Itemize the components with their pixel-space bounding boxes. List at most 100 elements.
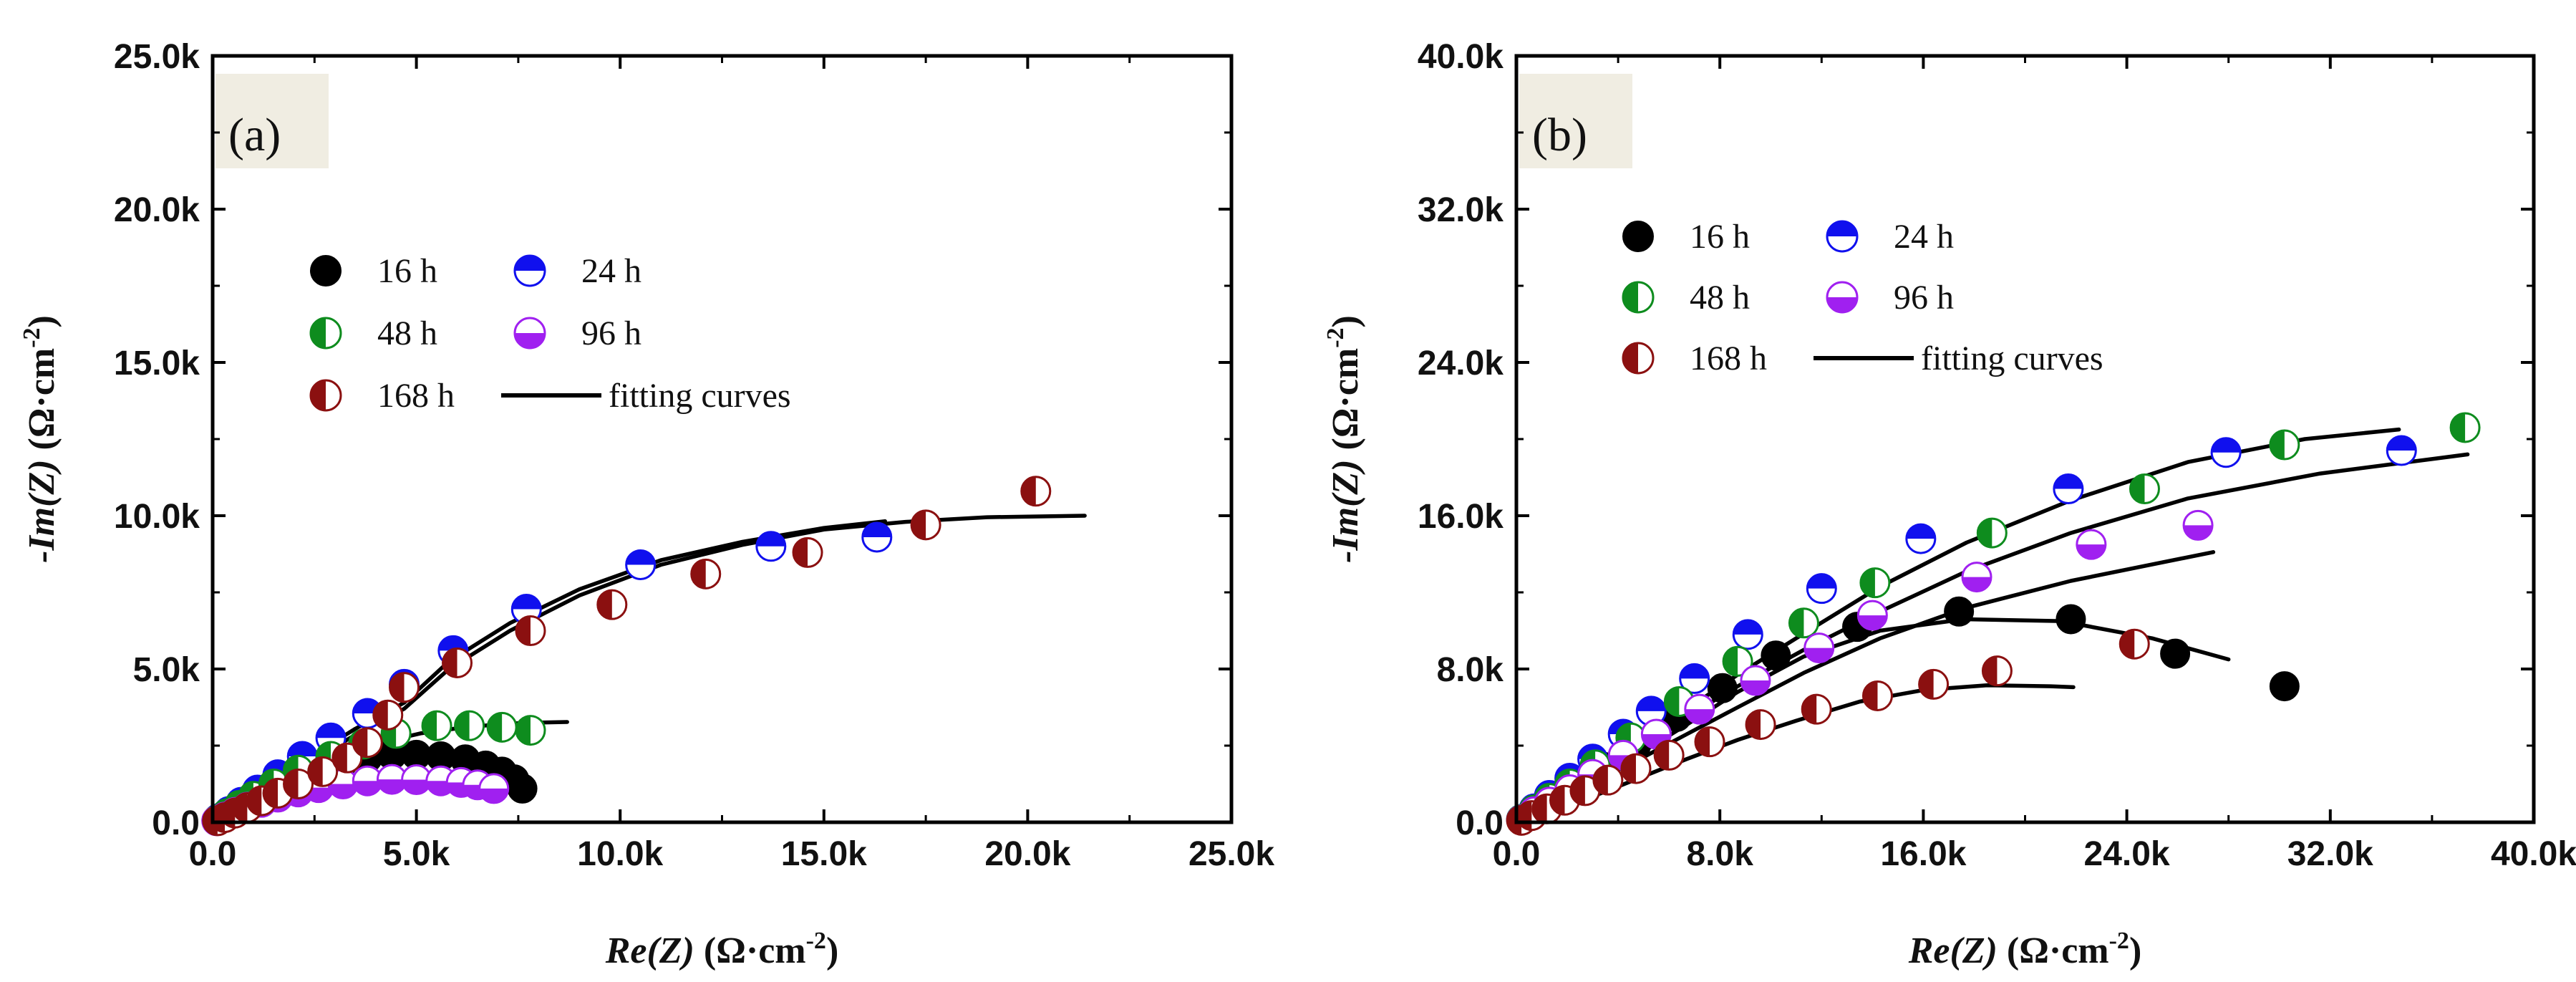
data-point-half (626, 550, 655, 565)
data-point (1653, 739, 1685, 771)
data-point-half (1740, 680, 1770, 695)
data-point-half (2270, 430, 2285, 460)
data-point-half (2130, 474, 2145, 504)
data-point (2056, 604, 2086, 635)
x-tick-label: 25.0k (1188, 835, 1274, 873)
legend-label: 48 h (377, 314, 437, 352)
data-point (1694, 726, 1725, 758)
legend-marker (310, 255, 342, 287)
legend-label: 16 h (1690, 218, 1750, 256)
data-point (515, 615, 546, 646)
data-point-half (288, 741, 317, 756)
data-point (442, 647, 473, 678)
legend-marker-fill (1622, 221, 1654, 252)
legend-label: 168 h (377, 377, 455, 415)
data-point-half (597, 590, 612, 620)
y-tick-label: 0.0 (152, 804, 200, 842)
series-168h (1506, 628, 2150, 836)
data-point-half (2076, 544, 2106, 559)
data-point-half (911, 510, 926, 539)
data-point (1861, 680, 1893, 711)
data-point (1740, 665, 1771, 696)
data-point (1684, 693, 1715, 725)
data-point-half (1550, 786, 1565, 815)
legend-marker-half (1623, 282, 1638, 312)
data-point-half (353, 781, 382, 796)
data-point (1944, 596, 1975, 627)
legend-label: 24 h (1894, 218, 1954, 256)
legend-label: 16 h (377, 252, 437, 290)
data-point-half (512, 595, 541, 610)
data-point (2386, 435, 2417, 466)
x-tick-label: 20.0k (984, 835, 1070, 873)
x-tick-label: 40.0k (2491, 835, 2576, 873)
data-point-half (1863, 681, 1878, 711)
x-tick-label: 0.0 (189, 835, 237, 873)
data-point (1707, 673, 1738, 703)
data-point (1592, 764, 1624, 796)
data-point-half (233, 793, 248, 822)
data-point-half (1621, 754, 1636, 784)
y-tick-label: 20.0k (114, 191, 200, 229)
data-point-half (442, 648, 457, 678)
legend-label: fitting curves (609, 377, 791, 415)
data-point-half (2053, 474, 2083, 489)
data-point (1803, 632, 1835, 664)
legend-marker (1622, 281, 1655, 314)
x-tick-label: 5.0k (383, 835, 450, 873)
data-point (1620, 753, 1652, 784)
legend-marker (513, 254, 546, 287)
data-point-fill (2160, 638, 2191, 669)
y-tick-label: 8.0k (1437, 651, 1504, 689)
data-point (1806, 573, 1837, 605)
data-point (2182, 509, 2214, 541)
legend: 16 h 24 h 48 h 96 h 168 h fitting curves (1622, 218, 2103, 377)
data-point (372, 699, 404, 731)
data-point (2269, 671, 2300, 702)
x-tick-label: 0.0 (1493, 835, 1541, 873)
data-point (376, 764, 407, 795)
data-point-fill (2269, 671, 2300, 702)
panel-label: (b) (1532, 109, 1587, 161)
data-point-half (488, 713, 503, 742)
data-point-half (221, 799, 236, 828)
data-point-half (793, 538, 808, 567)
series-16h (1506, 596, 2300, 834)
data-point-half (329, 784, 358, 799)
legend-marker (1622, 342, 1655, 375)
data-point-half (1733, 620, 1763, 635)
y-tick-label: 40.0k (1418, 38, 1504, 76)
x-tick-label: 15.0k (781, 835, 867, 873)
data-point (625, 549, 657, 580)
data-point-half (2451, 413, 2466, 442)
data-point-half (1789, 608, 1804, 637)
y-tick-label: 15.0k (114, 345, 200, 382)
data-point (307, 756, 339, 787)
data-point-half (691, 559, 706, 589)
legend-label: 168 h (1690, 340, 1767, 377)
legend-marker (1826, 281, 1859, 314)
data-point-half (1593, 766, 1608, 795)
data-point (1801, 693, 1832, 725)
data-point (1961, 562, 1992, 593)
data-point (510, 594, 542, 625)
data-point-half (263, 779, 279, 808)
data-point (2119, 628, 2150, 660)
panel-label-box (216, 74, 329, 168)
legend-marker-half (515, 256, 545, 271)
legend-marker-half (1623, 343, 1638, 373)
data-point-half (1680, 664, 1709, 679)
data-point-fill (1944, 596, 1975, 627)
data-point-half (1723, 647, 1738, 676)
data-point (2160, 638, 2191, 669)
data-point (2449, 412, 2481, 443)
data-point (421, 710, 452, 741)
data-point (2210, 437, 2242, 468)
data-point (792, 536, 823, 568)
data-point-fill (2056, 604, 2086, 635)
y-axis-title: -Im(Z) (Ω·cm-2) (19, 315, 62, 563)
y-tick-label: 0.0 (1456, 804, 1504, 842)
data-point (1635, 695, 1667, 727)
data-point-half (308, 757, 323, 786)
